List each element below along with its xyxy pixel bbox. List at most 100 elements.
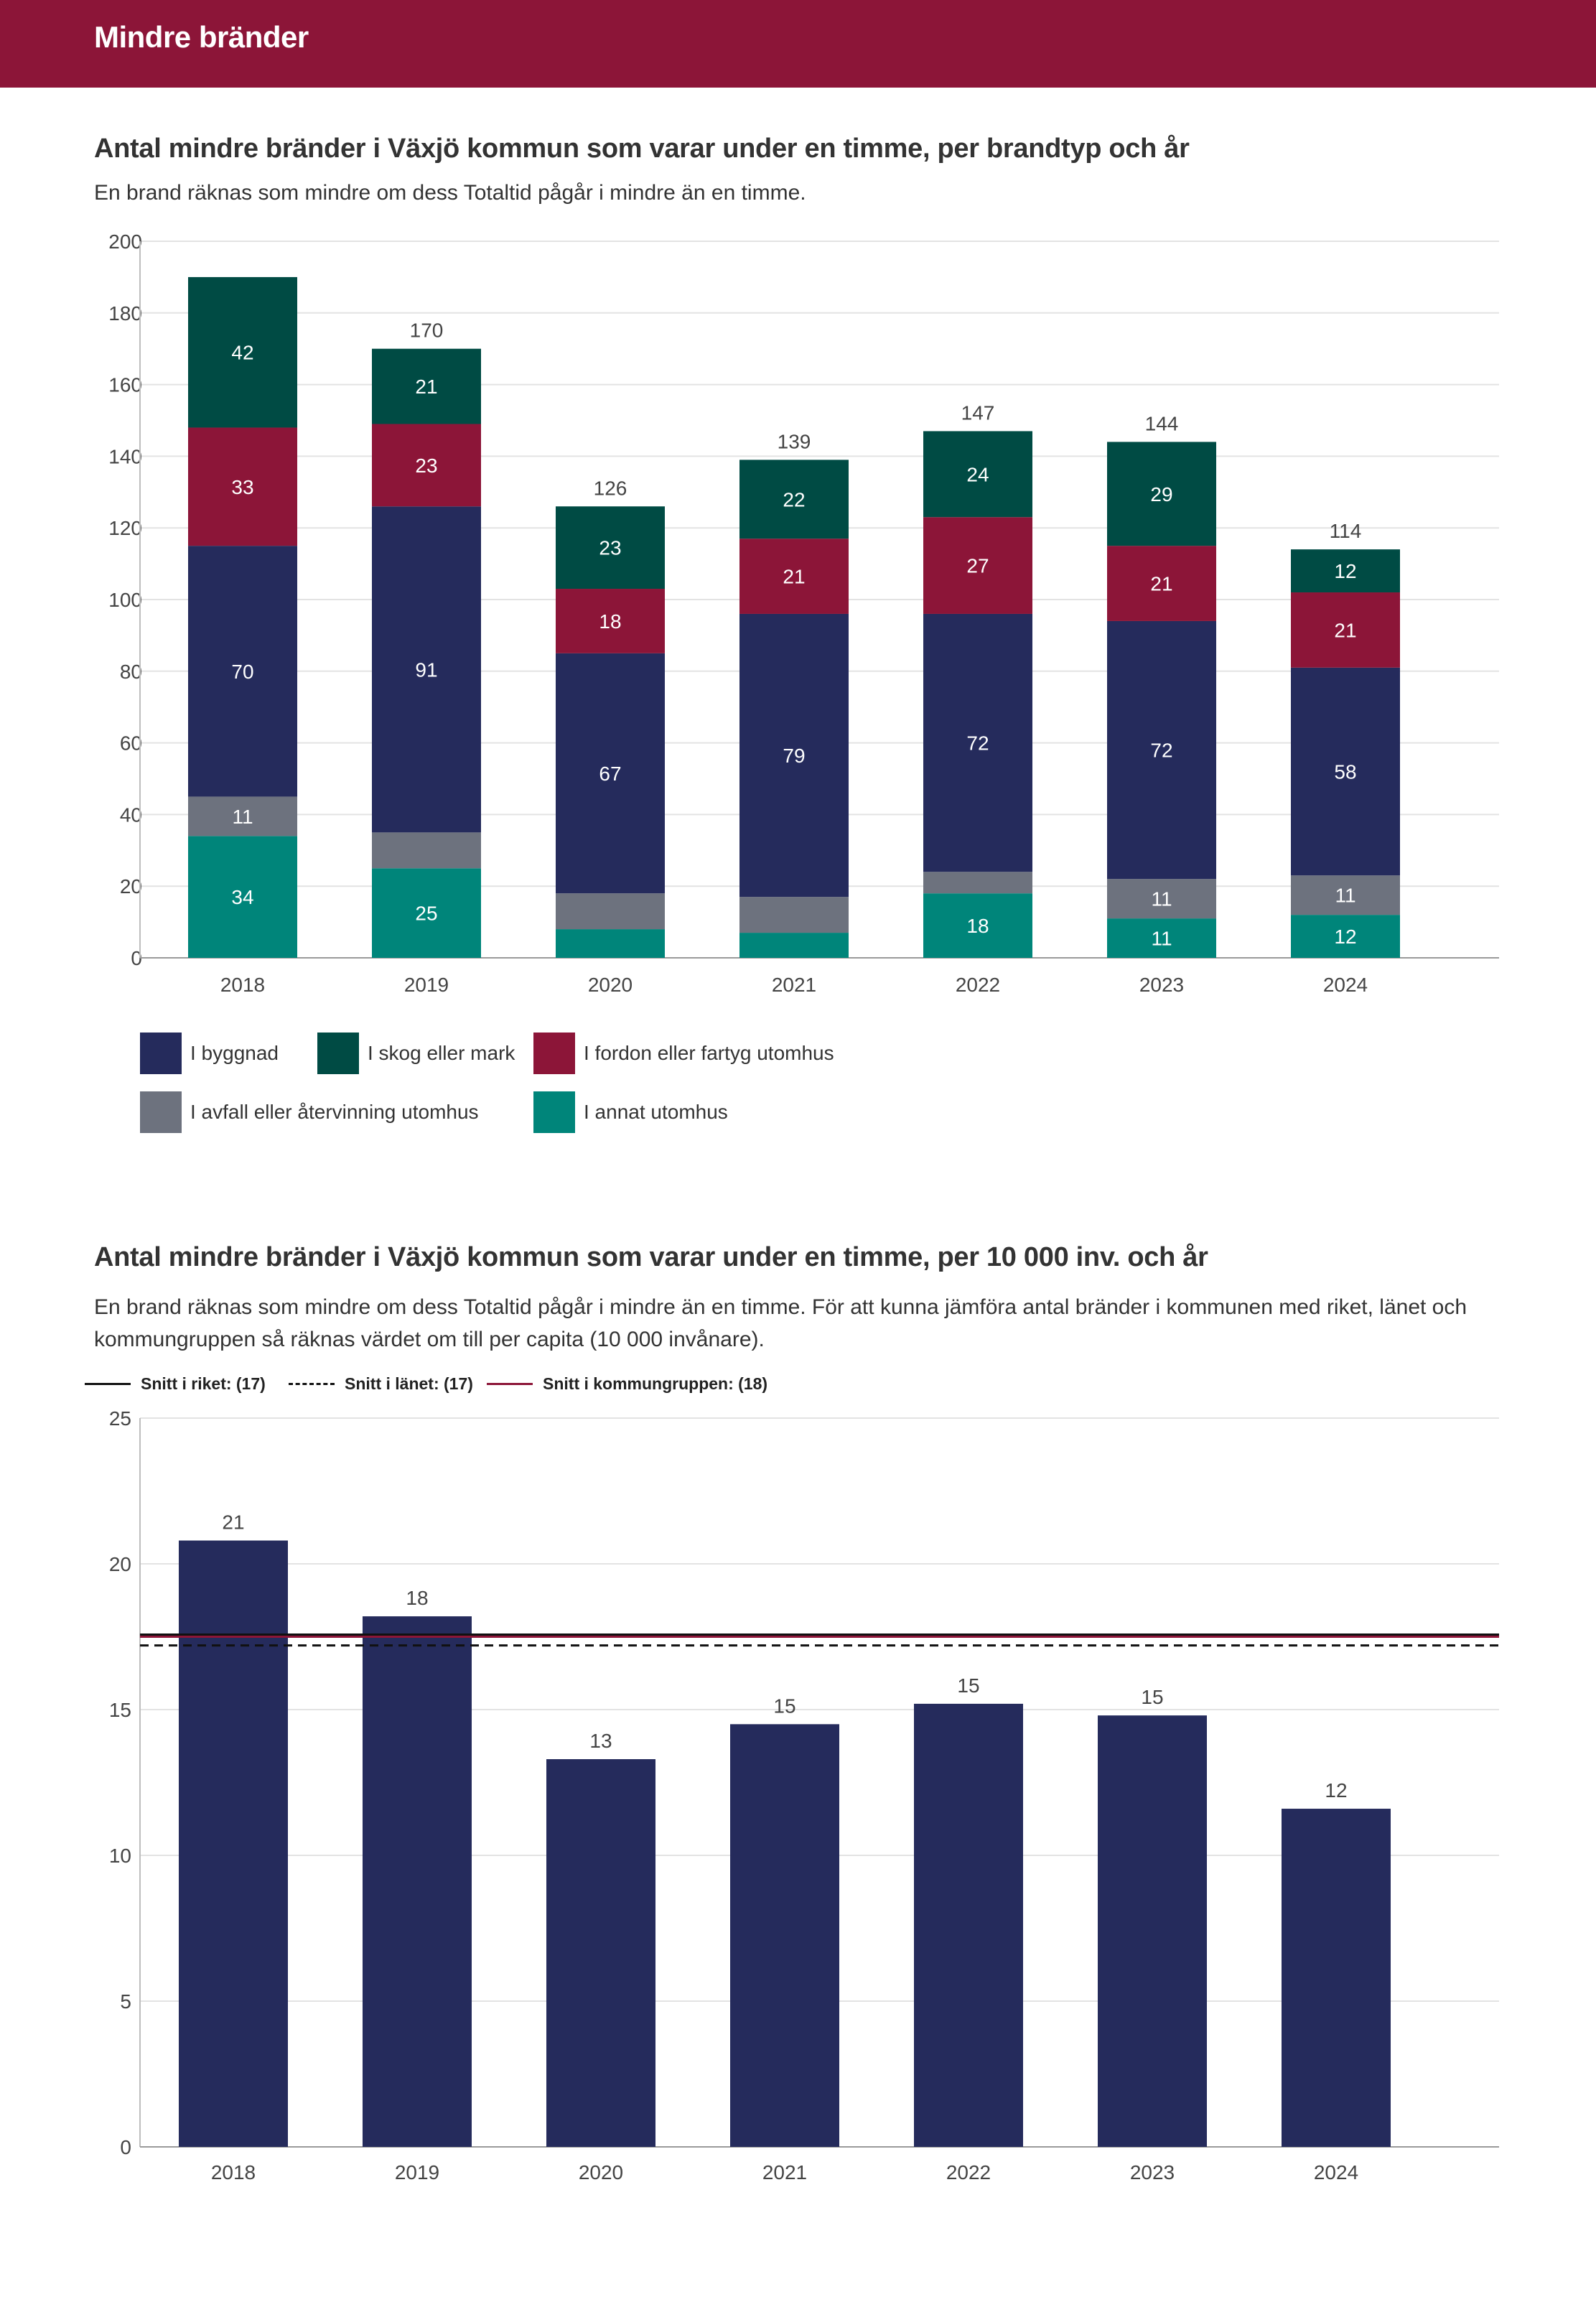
segment-value-label: 33 bbox=[231, 476, 253, 498]
bar-segment-i-skog-eller-mark bbox=[739, 460, 849, 539]
bar bbox=[730, 1724, 839, 2147]
page-header: Mindre bränder bbox=[0, 0, 1596, 88]
reference-legend-item: Snitt i kommungruppen: (18) bbox=[487, 1374, 767, 1394]
x-tick-label: 2024 bbox=[1323, 974, 1368, 996]
x-tick-label: 2021 bbox=[762, 2161, 807, 2184]
bar-total-label: 114 bbox=[1330, 520, 1362, 542]
reference-legend-line bbox=[289, 1383, 335, 1385]
bar-value-label: 18 bbox=[406, 1587, 428, 1609]
x-tick-label: 2020 bbox=[579, 2161, 623, 2184]
segment-value-label: 70 bbox=[231, 661, 253, 683]
stacked-bar-chart: 0204060801001201401601802003411703342201… bbox=[108, 230, 1499, 996]
x-tick-label: 2024 bbox=[1314, 2161, 1358, 2184]
chart1-legend: I byggnad I skog eller mark I fordon eller… bbox=[140, 1033, 1145, 1140]
segment-value-label: 42 bbox=[231, 342, 253, 364]
bar-segment-i-fordon-eller-fartyg-utomhus bbox=[923, 517, 1032, 614]
legend-item-i-skog-eller-mark: I skog eller mark bbox=[317, 1033, 515, 1074]
segment-value-label: 29 bbox=[1150, 483, 1172, 505]
y-tick-label: 80 bbox=[120, 661, 142, 683]
bar-segment-i-fordon-eller-fartyg-utomhus bbox=[556, 589, 665, 653]
y-tick-label: 140 bbox=[108, 445, 142, 467]
segment-value-label: 11 bbox=[1151, 928, 1172, 950]
y-tick-label: 60 bbox=[120, 732, 142, 755]
legend-label: I fordon eller fartyg utomhus bbox=[584, 1042, 834, 1064]
bar-segment-i-avfall-eller-tervinning-utomhus bbox=[1107, 879, 1216, 919]
bar-segment-i-skog-eller-mark bbox=[372, 348, 481, 424]
chart2-subtitle: En brand räknas som mindre om dess Total… bbox=[94, 1295, 1467, 1351]
bar-value-label: 13 bbox=[589, 1730, 612, 1752]
segment-value-label: 21 bbox=[415, 376, 437, 398]
chart2-legend: Snitt i riket: (17) Snitt i länet: (17) Sn… bbox=[85, 1373, 1090, 1402]
segment-value-label: 12 bbox=[1334, 560, 1356, 582]
bar-segment-i-annat-utomhus bbox=[556, 929, 665, 958]
chart2-title: Antal mindre bränder i Växjö kommun som … bbox=[94, 1242, 1208, 1272]
bar-segment-i-annat-utomhus bbox=[188, 836, 297, 958]
bar-segment-i-avfall-eller-tervinning-utomhus bbox=[739, 897, 849, 933]
segment-value-label: 72 bbox=[966, 732, 989, 755]
y-tick-label: 5 bbox=[120, 1990, 131, 2013]
bar-segment-i-fordon-eller-fartyg-utomhus bbox=[1291, 592, 1400, 668]
reference-legend-line bbox=[487, 1383, 533, 1385]
segment-value-label: 23 bbox=[415, 455, 437, 477]
reference-legend-line bbox=[85, 1383, 131, 1385]
reference-legend-label: Snitt i kommungruppen: (18) bbox=[543, 1374, 768, 1393]
segment-value-label: 21 bbox=[1150, 573, 1172, 595]
x-tick-label: 2021 bbox=[772, 974, 816, 996]
legend-swatch bbox=[533, 1033, 575, 1074]
y-tick-label: 25 bbox=[109, 1407, 131, 1430]
per-capita-bar-chart: 0 5 10 15 20 25 21 2018 18 2019 13 2020 15 2021 15 2022… bbox=[109, 1407, 1499, 2184]
segment-value-label: 21 bbox=[783, 566, 805, 588]
x-tick-label: 2020 bbox=[588, 974, 633, 996]
y-tick-label: 100 bbox=[108, 589, 142, 611]
x-tick-label: 2019 bbox=[404, 974, 449, 996]
bar-segment-i-skog-eller-mark bbox=[1291, 549, 1400, 593]
bar-segment-i-skog-eller-mark bbox=[556, 506, 665, 589]
y-tick-label: 20 bbox=[120, 875, 142, 898]
segment-value-label: 22 bbox=[783, 488, 805, 511]
y-tick-label: 200 bbox=[108, 230, 142, 253]
bar-segment-i-byggnad bbox=[1291, 667, 1400, 876]
x-tick-label: 2018 bbox=[220, 974, 265, 996]
bar-value-label: 15 bbox=[1141, 1686, 1163, 1708]
x-tick-label: 2022 bbox=[956, 974, 1000, 996]
legend-item-i-fordon-eller-fartyg-utomhus: I fordon eller fartyg utomhus bbox=[533, 1033, 834, 1074]
segment-value-label: 91 bbox=[415, 658, 437, 681]
bar-total-label: 144 bbox=[1145, 412, 1179, 434]
x-tick-label: 2023 bbox=[1139, 974, 1184, 996]
bar bbox=[1282, 1809, 1391, 2147]
segment-value-label: 18 bbox=[966, 915, 989, 937]
segment-value-label: 58 bbox=[1334, 761, 1356, 783]
bar-segment-i-annat-utomhus bbox=[372, 868, 481, 958]
legend-swatch bbox=[533, 1091, 575, 1133]
legend-swatch bbox=[140, 1033, 182, 1074]
bar-segment-i-avfall-eller-tervinning-utomhus bbox=[188, 796, 297, 836]
bar-total-label: 147 bbox=[961, 401, 995, 424]
x-tick-label: 2018 bbox=[211, 2161, 256, 2184]
bar-segment-i-byggnad bbox=[1107, 620, 1216, 880]
bar-segment-i-avfall-eller-tervinning-utomhus bbox=[372, 832, 481, 869]
reference-legend-label: Snitt i riket: (17) bbox=[141, 1374, 266, 1393]
legend-swatch bbox=[140, 1091, 182, 1133]
bar-segment-i-annat-utomhus bbox=[739, 933, 849, 958]
y-tick-label: 160 bbox=[108, 374, 142, 396]
y-tick-label: 15 bbox=[109, 1699, 131, 1721]
reference-legend-label: Snitt i länet: (17) bbox=[345, 1374, 473, 1393]
bar-segment-i-avfall-eller-tervinning-utomhus bbox=[556, 893, 665, 930]
bar bbox=[1098, 1715, 1207, 2147]
segment-value-label: 27 bbox=[966, 555, 989, 577]
chart1-subtitle: En brand räknas som mindre om dess Total… bbox=[94, 181, 806, 205]
legend-label: I annat utomhus bbox=[584, 1101, 728, 1123]
bar-total-label: 170 bbox=[410, 320, 444, 342]
segment-value-label: 67 bbox=[599, 763, 621, 785]
bar-segment-i-annat-utomhus bbox=[1107, 918, 1216, 958]
y-tick-label: 40 bbox=[120, 803, 142, 826]
y-tick-label: 180 bbox=[108, 302, 142, 325]
legend-label: I avfall eller återvinning utomhus bbox=[190, 1101, 479, 1123]
bar-value-label: 15 bbox=[957, 1674, 979, 1697]
segment-value-label: 12 bbox=[1334, 926, 1356, 948]
segment-value-label: 11 bbox=[1335, 885, 1355, 907]
bar-value-label: 12 bbox=[1325, 1779, 1347, 1802]
bar bbox=[546, 1759, 655, 2147]
segment-value-label: 34 bbox=[231, 886, 253, 908]
bar-segment-i-byggnad bbox=[923, 613, 1032, 872]
